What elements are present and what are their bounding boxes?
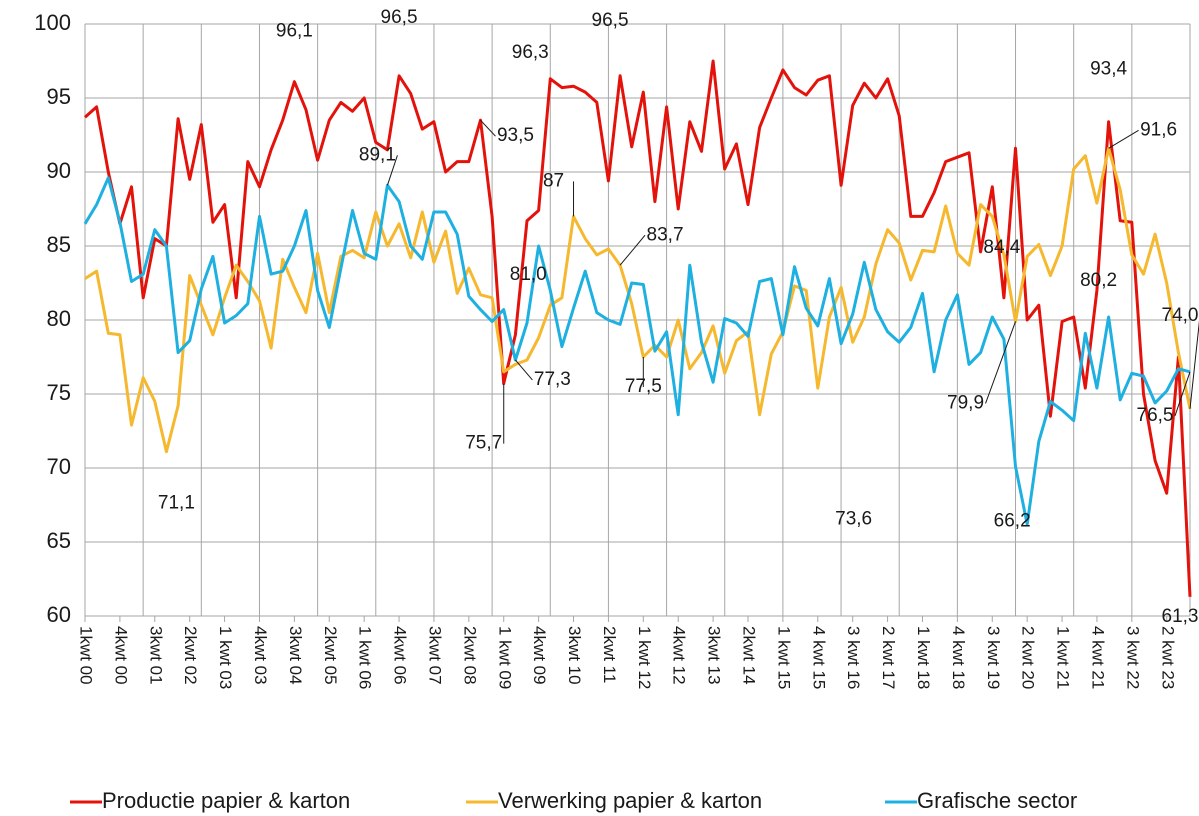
- legend-label: Productie papier & karton: [102, 788, 350, 813]
- x-tick-label: 3kwt 01: [146, 626, 165, 685]
- data-label: 73,6: [835, 509, 872, 530]
- data-label: 96,5: [592, 10, 629, 31]
- x-tick-label: 2kwt 02: [181, 626, 200, 685]
- data-label: 71,1: [158, 493, 195, 514]
- data-label: 61,3: [1162, 606, 1199, 627]
- x-tick-label: 1 kwt 18: [914, 626, 933, 689]
- data-label: 77,5: [625, 376, 662, 397]
- y-tick-label: 80: [47, 306, 71, 331]
- x-tick-label: 4kwt 00: [111, 626, 130, 685]
- leader-line: [1189, 320, 1199, 409]
- legend-label: Verwerking papier & karton: [498, 788, 762, 813]
- series-line: [83, 176, 1191, 526]
- x-tick-label: 4 kwt 18: [949, 626, 968, 689]
- y-tick-label: 75: [47, 380, 71, 405]
- data-label: 96,3: [512, 42, 549, 63]
- x-tick-label: 1 kwt 12: [635, 626, 654, 689]
- leader-line: [985, 321, 1016, 404]
- x-tick-label: 3kwt 04: [286, 626, 305, 685]
- x-tick-label: 4kwt 12: [670, 626, 689, 685]
- x-tick-label: 3kwt 07: [425, 626, 444, 685]
- leader-line: [1108, 129, 1139, 149]
- x-tick-label: 4 kwt 21: [1088, 626, 1107, 689]
- x-tick-label: 3 kwt 19: [984, 626, 1003, 689]
- data-label: 84,4: [983, 237, 1020, 258]
- data-label: 93,4: [1090, 59, 1127, 80]
- x-tick-label: 2kwt 08: [460, 626, 479, 685]
- legend-label: Grafische sector: [917, 788, 1077, 813]
- y-tick-label: 65: [47, 528, 71, 553]
- data-label: 79,9: [947, 392, 984, 413]
- leader-line: [386, 155, 398, 186]
- data-label: 93,5: [497, 125, 534, 146]
- x-tick-label: 1 kwt 03: [216, 626, 235, 689]
- x-tick-label: 1 kwt 06: [356, 626, 375, 689]
- x-tick-label: 2 kwt 17: [879, 626, 898, 689]
- y-tick-label: 95: [47, 84, 71, 109]
- data-label: 77,3: [534, 369, 571, 390]
- x-tick-label: 4kwt 09: [530, 626, 549, 685]
- x-tick-label: 1 kwt 09: [495, 626, 514, 689]
- leader-line: [514, 359, 533, 381]
- data-label: 96,1: [276, 21, 313, 42]
- x-tick-label: 3kwt 13: [705, 626, 724, 685]
- x-tick-label: 2kwt 05: [321, 626, 340, 685]
- x-tick-label: 3 kwt 16: [844, 626, 863, 689]
- x-tick-label: 2 kwt 20: [1019, 626, 1038, 689]
- x-tick-label: 3 kwt 22: [1123, 626, 1142, 689]
- y-tick-label: 90: [47, 158, 71, 183]
- x-tick-label: 2kwt 14: [740, 626, 759, 685]
- data-label: 80,2: [1080, 270, 1117, 291]
- data-label: 74,0: [1162, 305, 1199, 326]
- data-label: 89,1: [359, 144, 396, 165]
- y-tick-label: 70: [47, 454, 71, 479]
- x-tick-label: 1 kwt 21: [1054, 626, 1073, 689]
- data-label: 76,5: [1137, 405, 1174, 426]
- data-label: 87: [543, 170, 564, 191]
- leader-line: [480, 119, 496, 137]
- x-tick-label: 1 kwt 15: [774, 626, 793, 689]
- x-tick-label: 2kwt 11: [600, 626, 619, 683]
- y-tick-label: 60: [47, 602, 71, 627]
- data-label: 75,7: [465, 433, 502, 454]
- data-label: 91,6: [1140, 119, 1177, 140]
- leader-line: [1174, 371, 1191, 416]
- x-tick-label: 1kwt 00: [77, 626, 96, 685]
- y-tick-label: 85: [47, 232, 71, 257]
- x-tick-label: 3kwt 10: [565, 626, 584, 685]
- data-label: 66,2: [994, 510, 1031, 531]
- y-tick-label: 100: [34, 10, 71, 35]
- x-tick-label: 4 kwt 15: [809, 626, 828, 689]
- data-label: 81,0: [510, 264, 547, 285]
- x-tick-label: 4kwt 06: [391, 626, 410, 685]
- data-label: 96,5: [381, 7, 418, 28]
- x-tick-label: 2 kwt 23: [1158, 626, 1177, 689]
- leader-line: [619, 234, 646, 266]
- series-line: [84, 146, 1192, 454]
- x-tick-label: 4kwt 03: [251, 626, 270, 685]
- data-label: 83,7: [647, 224, 684, 245]
